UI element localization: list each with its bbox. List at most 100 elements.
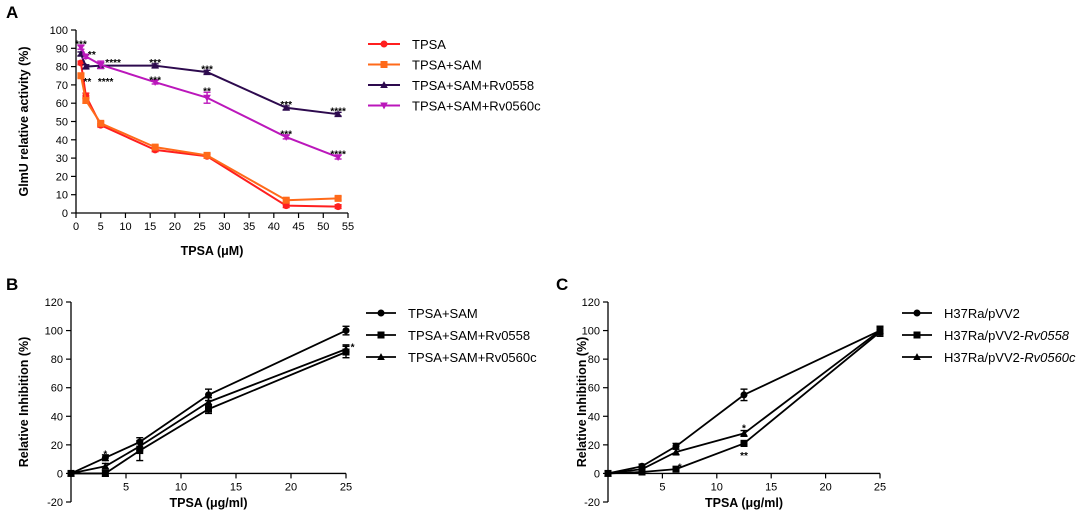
panel-b-y-tick-label: 80 [51,354,63,366]
panel-b-data-point [204,398,213,405]
panel-b-data-point [342,345,350,353]
panel-a-data-point [96,61,105,69]
panel-c-significance-label: ** [740,451,748,462]
panel-b-significance-label: * [103,449,107,460]
panel-a-x-tick-label: 30 [218,221,230,233]
panel-b-legend-marker [377,331,385,339]
panel-b-legend-text: TPSA+SAM+Rv0560c [408,350,537,365]
panel-a-group: A 0 10 20 30 40 50 60 70 80 90 100 0 5 10 15 20 25 30 35 40… [6,3,541,258]
panel-a-series-1 [77,72,342,204]
panel-a-series-2 [77,49,342,118]
panel-a-legend-label: TPSA+SAM+Rv0558 [412,78,534,93]
panel-b-significance-label: * [351,342,355,353]
panel-a-significance-label: ** [203,86,211,97]
panel-c-y-tick-label: 80 [588,354,600,366]
panel-a-y-tick-label: 100 [50,25,68,37]
panel-a-data-point [282,103,291,111]
panel-c-x-tick-label: 20 [819,481,831,493]
panel-a-x-tick-label: 45 [292,221,304,233]
panel-b-y-tick-label: 0 [57,468,63,480]
panel-a-significance-label: *** [75,40,87,51]
panel-a-x-tick-label: 0 [73,221,79,233]
panel-c-y-tick-label: 20 [588,440,600,452]
panel-b-y-tick-label: 40 [51,411,63,423]
panel-a-significance-label: **** [330,107,346,118]
panel-a-significance-label: **** [330,150,346,161]
panel-b-data-point [101,454,109,462]
panel-b-x-tick-label: 25 [340,481,352,493]
panel-a-legend-marker [380,61,388,68]
panel-c-legend-label: H37Ra/pVV2 [944,306,1020,321]
panel-a-x-tick-label: 40 [268,221,280,233]
panel-a-data-point [334,194,342,202]
panel-c-series-2 [604,325,884,477]
panel-c-data-point [672,448,680,455]
panel-a-data-point [282,202,290,210]
panel-a-y-tick-label: 60 [56,98,68,110]
panel-c-x-tick-label: 25 [874,481,886,493]
panel-a-significance-label: ** [88,50,96,61]
panel-b-letter: B [6,275,18,294]
panel-b-y-tick-label: 120 [45,297,63,309]
panel-c-data-point [604,469,612,477]
panel-a-y-tick-label: 70 [56,80,68,92]
panel-a-significance-label: **** [98,77,114,88]
panel-a-data-point [82,62,90,70]
panel-a-data-point [151,79,159,87]
panel-a-letter: A [6,3,18,22]
panel-b-y-tick-label: 20 [51,440,63,452]
panel-a-y-tick-label: 10 [56,190,68,202]
panel-a-series-3 [77,44,342,162]
panel-a-data-point [82,96,90,104]
panel-b-data-point [205,391,212,399]
panel-c-data-point [740,391,748,399]
panel-c-significance-label: * [678,462,682,473]
panel-a-data-point [82,53,90,61]
panel-a-y-axis-title: GlmU relative activity (%) [17,46,31,196]
panel-a-data-point [203,68,211,76]
panel-b-legend-label: TPSA+SAM [408,306,478,321]
panel-a-x-tick-label: 15 [144,221,156,233]
panel-a-y-tick-label: 80 [56,62,68,74]
panel-c-x-tick-label: 10 [711,481,723,493]
panel-a-y-tick-label: 40 [56,135,68,147]
panel-c-data-point [740,439,748,447]
panel-a-x-tick-label: 35 [243,221,255,233]
panel-a-legend-text: TPSA+SAM+Rv0558 [412,78,534,93]
panel-b-data-point [342,327,350,335]
panel-b-legend-marker [377,353,385,360]
panel-b-x-tick-label: 15 [230,481,242,493]
panel-a-data-point [334,203,342,211]
panel-c-data-point [672,442,680,450]
panel-a-y-tick-label: 30 [56,153,68,165]
panel-c-y-tick-label: 120 [582,297,600,309]
panel-c-legend-label: H37Ra/pVV2-Rv0558 [944,328,1070,343]
panel-a-x-tick-label: 55 [342,221,354,233]
panel-b-y-axis-title: Relative Inhibition (%) [17,337,31,468]
panel-b-y-tick-label: 60 [51,383,63,395]
panel-a-legend-marker [380,81,388,88]
panel-a-significance-label: *** [149,58,161,69]
panel-c-legend-text-italic: Rv0558 [1024,328,1070,343]
panel-a-data-point [203,94,211,102]
panel-c-y-tick-label: 40 [588,411,600,423]
panel-a-legend-marker [380,102,388,110]
panel-a-x-tick-label: 10 [119,221,131,233]
panel-b-data-point [205,405,212,413]
panel-a-legend-text: TPSA [412,37,446,52]
panel-b-data-point [101,469,109,477]
panel-a-data-point [151,61,159,69]
panel-c-y-tick-label: 0 [594,468,600,480]
panel-c-legend-marker [913,353,921,360]
panel-c-data-point [876,326,884,334]
panel-b-x-tick-label: 5 [123,481,129,493]
panel-c-legend-text: H37Ra/pVV2 [944,306,1020,321]
panel-a-x-axis-title: TPSA (μM) [181,244,244,258]
panel-b-legend-label: TPSA+SAM+Rv0560c [408,350,537,365]
panel-a-legend-text: TPSA+SAM+Rv0560c [412,99,541,114]
panel-c-x-axis-title: TPSA (μg/ml) [705,496,783,510]
panel-b-series-1 [67,345,350,477]
panel-c-x-tick-label: 5 [659,481,665,493]
panel-c-y-tick-label: 60 [588,383,600,395]
panel-b-legend-marker [377,309,385,317]
